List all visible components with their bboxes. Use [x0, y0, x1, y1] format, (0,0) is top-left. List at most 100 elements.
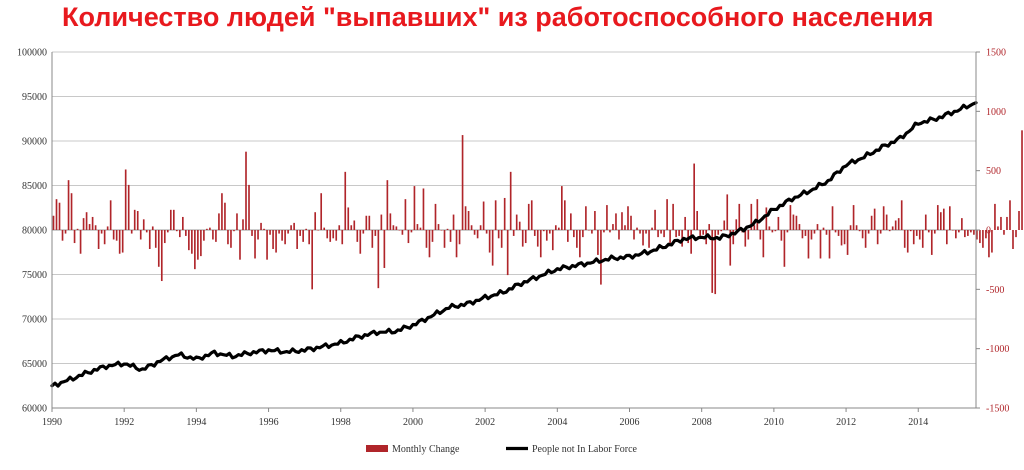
monthly-change-bar: [61, 230, 64, 241]
monthly-change-bar: [227, 230, 229, 245]
monthly-change-bar: [882, 206, 885, 230]
monthly-change-bar: [79, 230, 82, 254]
monthly-change-bar: [407, 230, 410, 244]
monthly-change-bar: [657, 230, 659, 238]
monthly-change-bar: [524, 230, 527, 244]
monthly-change-bar: [912, 230, 915, 245]
monthly-change-bar: [801, 230, 804, 239]
monthly-change-bar: [103, 230, 106, 245]
monthly-change-bar: [389, 213, 392, 230]
monthly-change-bar: [299, 230, 301, 236]
monthly-change-bar: [606, 205, 608, 230]
monthly-change-bar: [64, 230, 67, 234]
monthly-change-bar: [970, 230, 972, 233]
monthly-change-bar: [124, 169, 127, 230]
monthly-change-bar: [428, 230, 431, 258]
monthly-change-bar: [136, 211, 139, 230]
x-tick-label: 1990: [42, 417, 62, 428]
y-right-tick-label: -1500: [986, 404, 1009, 415]
monthly-change-bar: [206, 228, 208, 230]
monthly-change-bar: [699, 230, 702, 236]
monthly-change-bar: [840, 230, 843, 246]
monthly-change-bar: [449, 230, 452, 242]
monthly-change-bar: [443, 230, 446, 248]
y-left-tick-label: 80000: [22, 226, 47, 237]
monthly-change-bar: [675, 230, 677, 238]
monthly-change-bar: [323, 227, 326, 230]
monthly-change-bar: [368, 215, 371, 230]
monthly-change-bar: [350, 225, 353, 230]
monthly-change-bar: [139, 230, 142, 240]
x-tick-label: 2008: [692, 417, 712, 428]
monthly-change-bar: [221, 193, 223, 230]
monthly-change-bar: [218, 213, 220, 230]
monthly-change-bar: [179, 230, 181, 238]
monthly-change-bar: [287, 230, 289, 234]
monthly-change-bar: [961, 218, 963, 230]
monthly-change-bar: [473, 230, 476, 235]
axes: [51, 51, 980, 412]
monthly-change-bar: [777, 216, 780, 230]
monthly-change-bar: [410, 230, 413, 233]
monthly-change-bar: [527, 203, 530, 230]
monthly-change-bar: [356, 230, 359, 242]
legend-label-monthly-change: Monthly Change: [392, 444, 460, 455]
monthly-change-bar: [588, 230, 590, 231]
monthly-change-bar: [819, 230, 822, 259]
monthly-change-bar: [85, 212, 88, 230]
monthly-change-bar: [729, 230, 732, 266]
y-left-tick-label: 70000: [22, 315, 47, 326]
monthly-change-bar: [359, 230, 362, 254]
monthly-change-bar: [91, 216, 94, 230]
monthly-change-bar: [464, 206, 467, 230]
monthly-change-bar: [242, 219, 244, 230]
monthly-change-bar: [166, 230, 169, 233]
monthly-change-bar: [317, 230, 320, 231]
monthly-change-bar: [738, 203, 741, 230]
monthly-change-bar: [491, 230, 494, 266]
monthly-change-bar: [109, 200, 112, 230]
monthly-change-bar: [921, 230, 924, 248]
monthly-change-bar: [979, 230, 981, 244]
monthly-change-bar: [567, 230, 569, 242]
monthly-change-bar: [100, 230, 103, 234]
monthly-change-bar: [374, 230, 377, 236]
monthly-change-bar: [272, 230, 274, 249]
monthly-change-bar: [744, 230, 747, 247]
monthly-change-bar: [485, 230, 488, 234]
monthly-change-bar: [973, 230, 975, 235]
monthly-change-bar: [437, 224, 440, 230]
y-left-tick-label: 100000: [17, 48, 47, 59]
monthly-change-bar: [515, 214, 518, 230]
monthly-change-bar: [564, 200, 566, 230]
monthly-change-bar: [185, 230, 187, 236]
monthly-change-bar: [347, 207, 350, 230]
monthly-change-bar: [269, 230, 271, 235]
x-tick-label: 1998: [331, 417, 351, 428]
monthly-change-bar: [666, 199, 668, 230]
monthly-change-bar: [918, 230, 921, 240]
x-tick-label: 2014: [908, 417, 928, 428]
monthly-change-bar: [554, 225, 557, 230]
monthly-change-bar: [305, 228, 307, 230]
monthly-change-bar: [747, 230, 750, 240]
monthly-change-bar: [94, 225, 97, 230]
monthly-change-bar: [82, 218, 85, 230]
x-tick-label: 2002: [475, 417, 495, 428]
monthly-change-bar: [197, 230, 199, 260]
x-tick-label: 1992: [114, 417, 134, 428]
y-right-tick-label: 1000: [986, 107, 1006, 118]
monthly-change-bar: [933, 230, 936, 234]
monthly-change-bar: [894, 220, 897, 230]
monthly-change-bar: [233, 230, 235, 232]
monthly-change-bar: [172, 209, 175, 230]
legend-swatch-monthly-change: [366, 445, 388, 452]
monthly-change-bar: [494, 200, 497, 230]
monthly-change-bar: [121, 230, 124, 253]
monthly-change-bar: [311, 230, 313, 290]
monthly-change-bar: [690, 230, 692, 254]
monthly-change-bar: [112, 230, 115, 240]
monthly-change-bar: [645, 230, 647, 234]
monthly-change-bar: [1006, 216, 1008, 230]
x-tick-label: 2004: [547, 417, 567, 428]
